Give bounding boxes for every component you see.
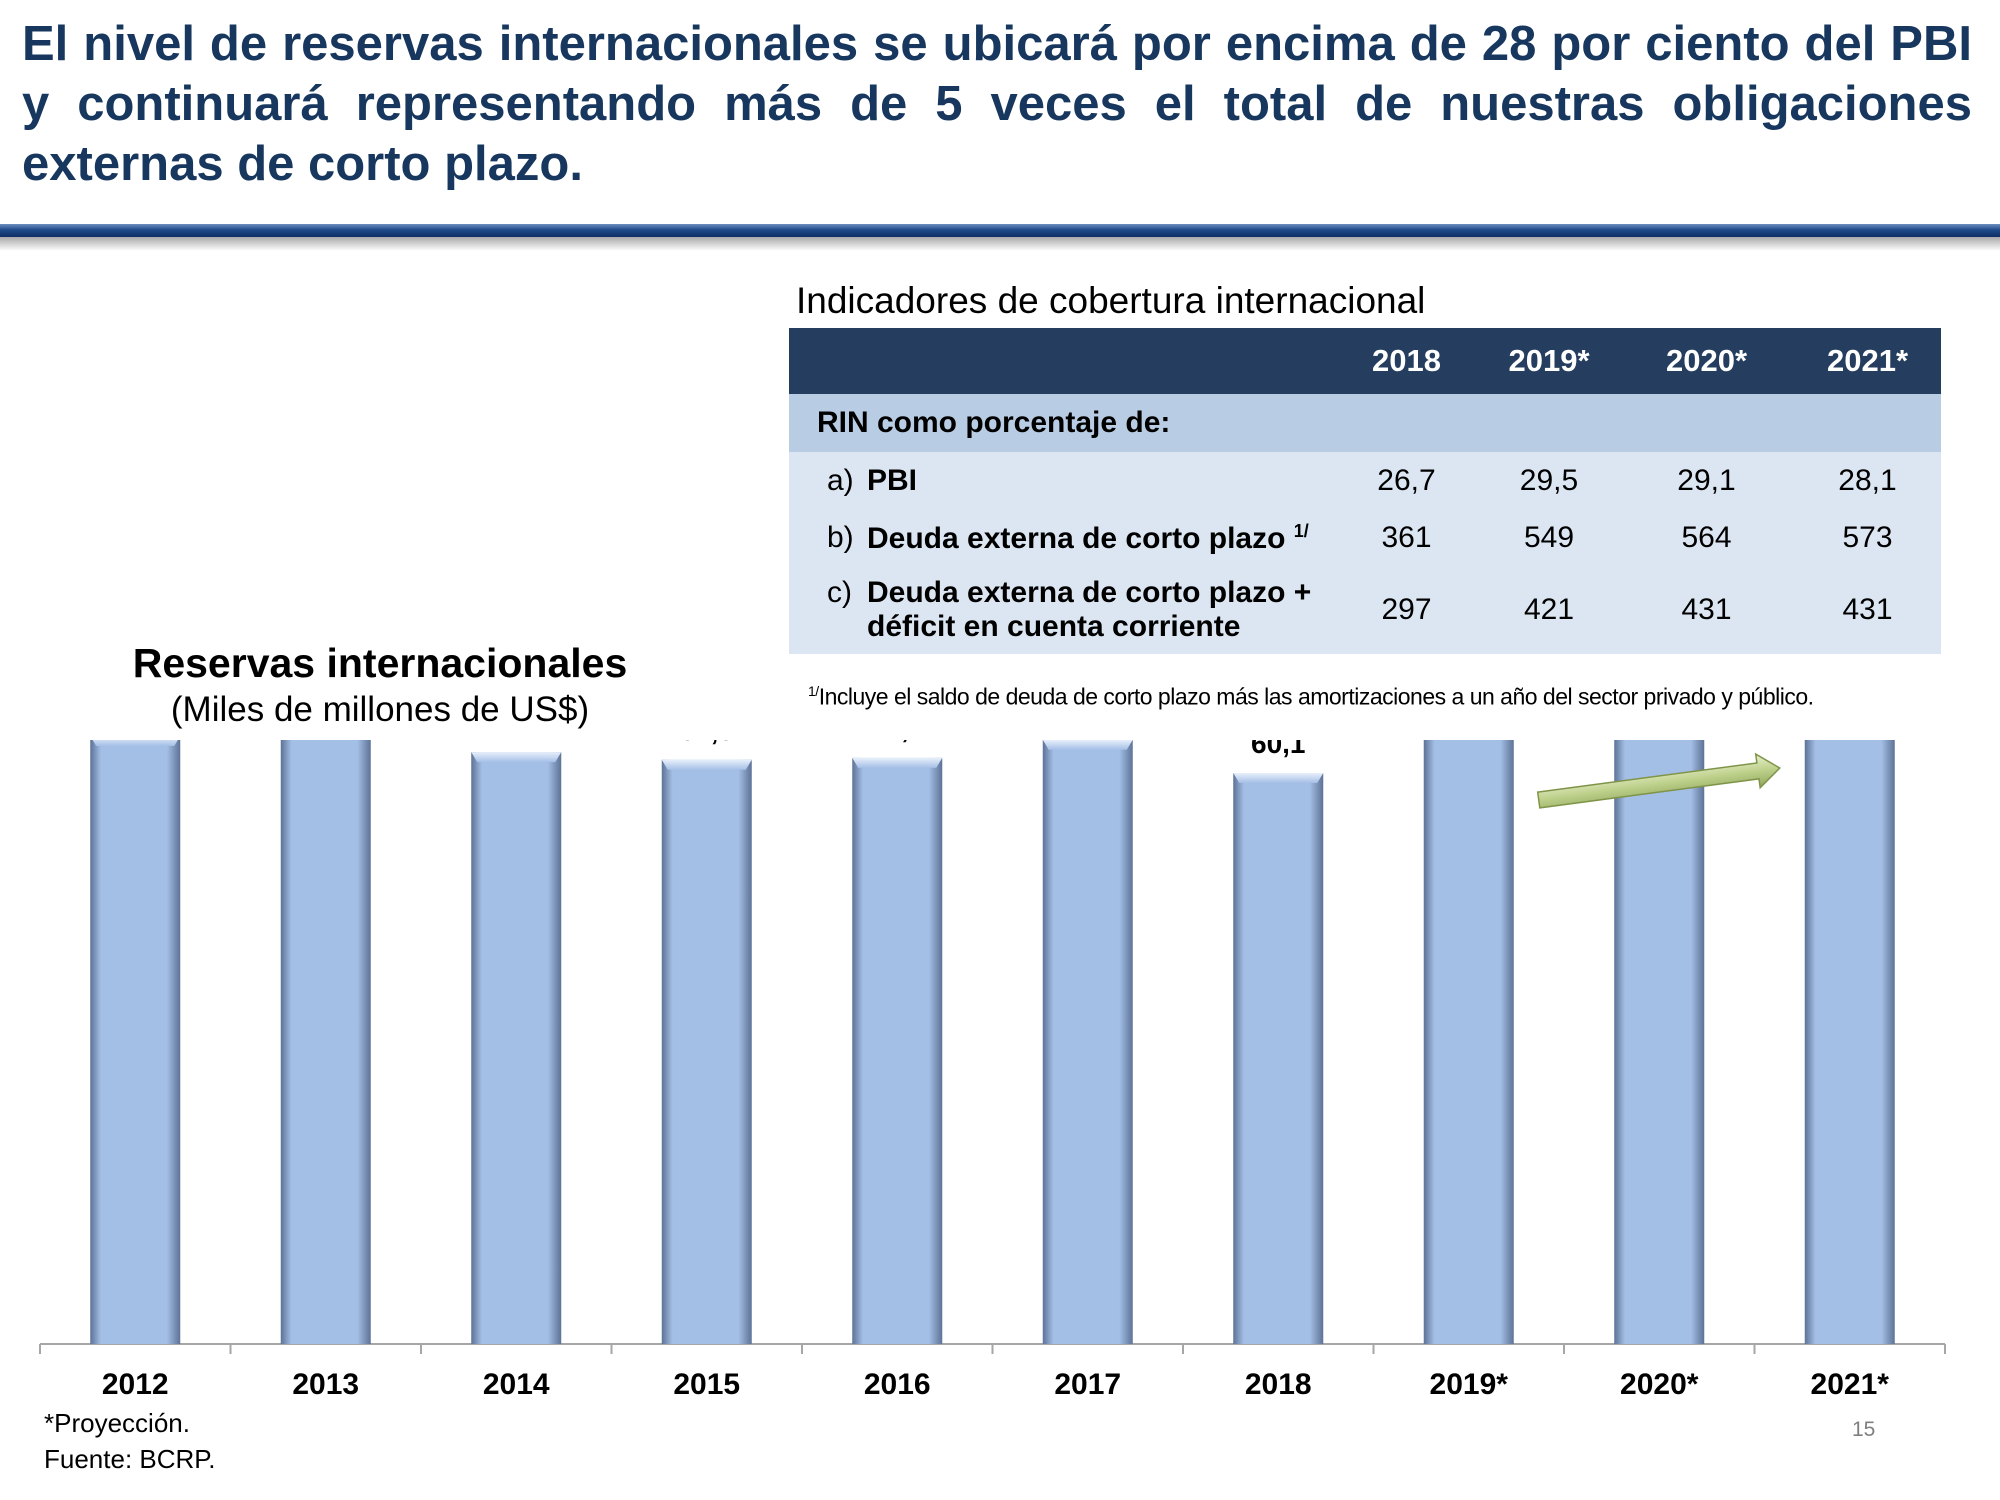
- bar: [90, 740, 181, 1344]
- table-cell: 26,7: [1334, 452, 1479, 510]
- headline: El nivel de reservas internacionales se …: [22, 17, 1972, 191]
- table-footnote: 1/Incluye el saldo de deuda de corto pla…: [808, 683, 1814, 711]
- table-cell: 361: [1334, 510, 1479, 566]
- column-header: 2021*: [1794, 328, 1941, 394]
- bar: [852, 757, 943, 1344]
- bar: [280, 740, 371, 1344]
- x-tick-label: 2017: [1054, 1368, 1121, 1400]
- table-row: a) PBI 26,7 29,5 29,1 28,1: [789, 452, 1941, 510]
- table-cell: 549: [1479, 510, 1619, 566]
- x-tick-label: 2014: [483, 1368, 550, 1400]
- coverage-table: 2018 2019* 2020* 2021* RIN como porcenta…: [789, 328, 1941, 654]
- footnote-mark: 1/: [808, 683, 819, 699]
- data-label: 61,5: [680, 740, 735, 746]
- table-cell: 28,1: [1794, 452, 1941, 510]
- row-label-main: Deuda externa de corto plazo: [867, 521, 1286, 555]
- row-label-line2: déficit en cuenta corriente: [867, 610, 1241, 643]
- bar: [1423, 740, 1514, 1344]
- row-label: b) Deuda externa de corto plazo 1/: [789, 510, 1334, 566]
- row-label-text: Deuda externa de corto plazo 1/: [867, 521, 1309, 556]
- row-prefix: a): [827, 464, 854, 497]
- x-tick-label: 2016: [864, 1368, 931, 1400]
- bar-chart: 64,0201265,7201362,3201461,5201561,72016…: [39, 740, 1946, 1400]
- row-label-line1: Deuda externa de corto plazo +: [867, 576, 1312, 609]
- table-group-row: RIN como porcentaje de:: [789, 394, 1941, 452]
- column-header: 2020*: [1619, 328, 1794, 394]
- data-label: 60,1: [1251, 740, 1306, 759]
- row-label-text: PBI: [867, 464, 918, 497]
- x-tick-label: 2020*: [1620, 1368, 1699, 1400]
- table-cell: 29,1: [1619, 452, 1794, 510]
- row-label: a) PBI: [789, 452, 1334, 510]
- projection-note: *Proyección.: [44, 1408, 190, 1438]
- row-prefix: c): [827, 576, 852, 609]
- chart-title: Reservas internacionales: [132, 640, 628, 686]
- footnote-text: Incluye el saldo de deuda de corto plazo…: [818, 683, 1814, 710]
- header-divider: [0, 224, 2000, 237]
- bar: [661, 759, 752, 1344]
- table-title: Indicadores de cobertura internacional: [796, 280, 1426, 321]
- x-tick-label: 2021*: [1811, 1368, 1890, 1400]
- table-row: c) Deuda externa de corto plazo + déficit …: [789, 566, 1941, 654]
- column-header: 2019*: [1479, 328, 1619, 394]
- column-header: 2018: [1334, 328, 1479, 394]
- row-label-text: Deuda externa de corto plazo + déficit en…: [867, 576, 1311, 644]
- source-note: Fuente: BCRP.: [44, 1444, 216, 1474]
- bar: [1042, 740, 1133, 1344]
- header-divider-shadow: [0, 237, 2000, 251]
- table-header-row: 2018 2019* 2020* 2021*: [789, 328, 1941, 394]
- group-label: RIN como porcentaje de:: [789, 394, 1941, 452]
- bar: [1804, 740, 1895, 1344]
- bar: [1614, 740, 1705, 1344]
- table-cell: 29,5: [1479, 452, 1619, 510]
- row-label: c) Deuda externa de corto plazo + déficit …: [789, 566, 1334, 654]
- table-cell: 564: [1619, 510, 1794, 566]
- bar: [1233, 773, 1324, 1344]
- x-tick-label: 2018: [1245, 1368, 1312, 1400]
- table-cell: 421: [1479, 566, 1619, 654]
- x-tick-label: 2015: [673, 1368, 740, 1400]
- table-cell: 431: [1794, 566, 1941, 654]
- table-cell: 297: [1334, 566, 1479, 654]
- table-cell: 573: [1794, 510, 1941, 566]
- table-cell: 431: [1619, 566, 1794, 654]
- table-row: b) Deuda externa de corto plazo 1/ 361 54…: [789, 510, 1941, 566]
- x-tick-label: 2019*: [1430, 1368, 1509, 1400]
- header-empty-cell: [789, 328, 1334, 394]
- footnote-superscript: 1/: [1293, 520, 1309, 541]
- row-prefix: b): [827, 520, 854, 554]
- page-number: 15: [1852, 1418, 1876, 1441]
- x-tick-label: 2012: [102, 1368, 169, 1400]
- chart-subtitle: (Miles de millones de US$): [170, 690, 590, 729]
- bar: [471, 752, 562, 1344]
- x-tick-label: 2013: [292, 1368, 359, 1400]
- trend-arrow: [1536, 752, 1781, 809]
- data-label: 61,7: [870, 740, 925, 744]
